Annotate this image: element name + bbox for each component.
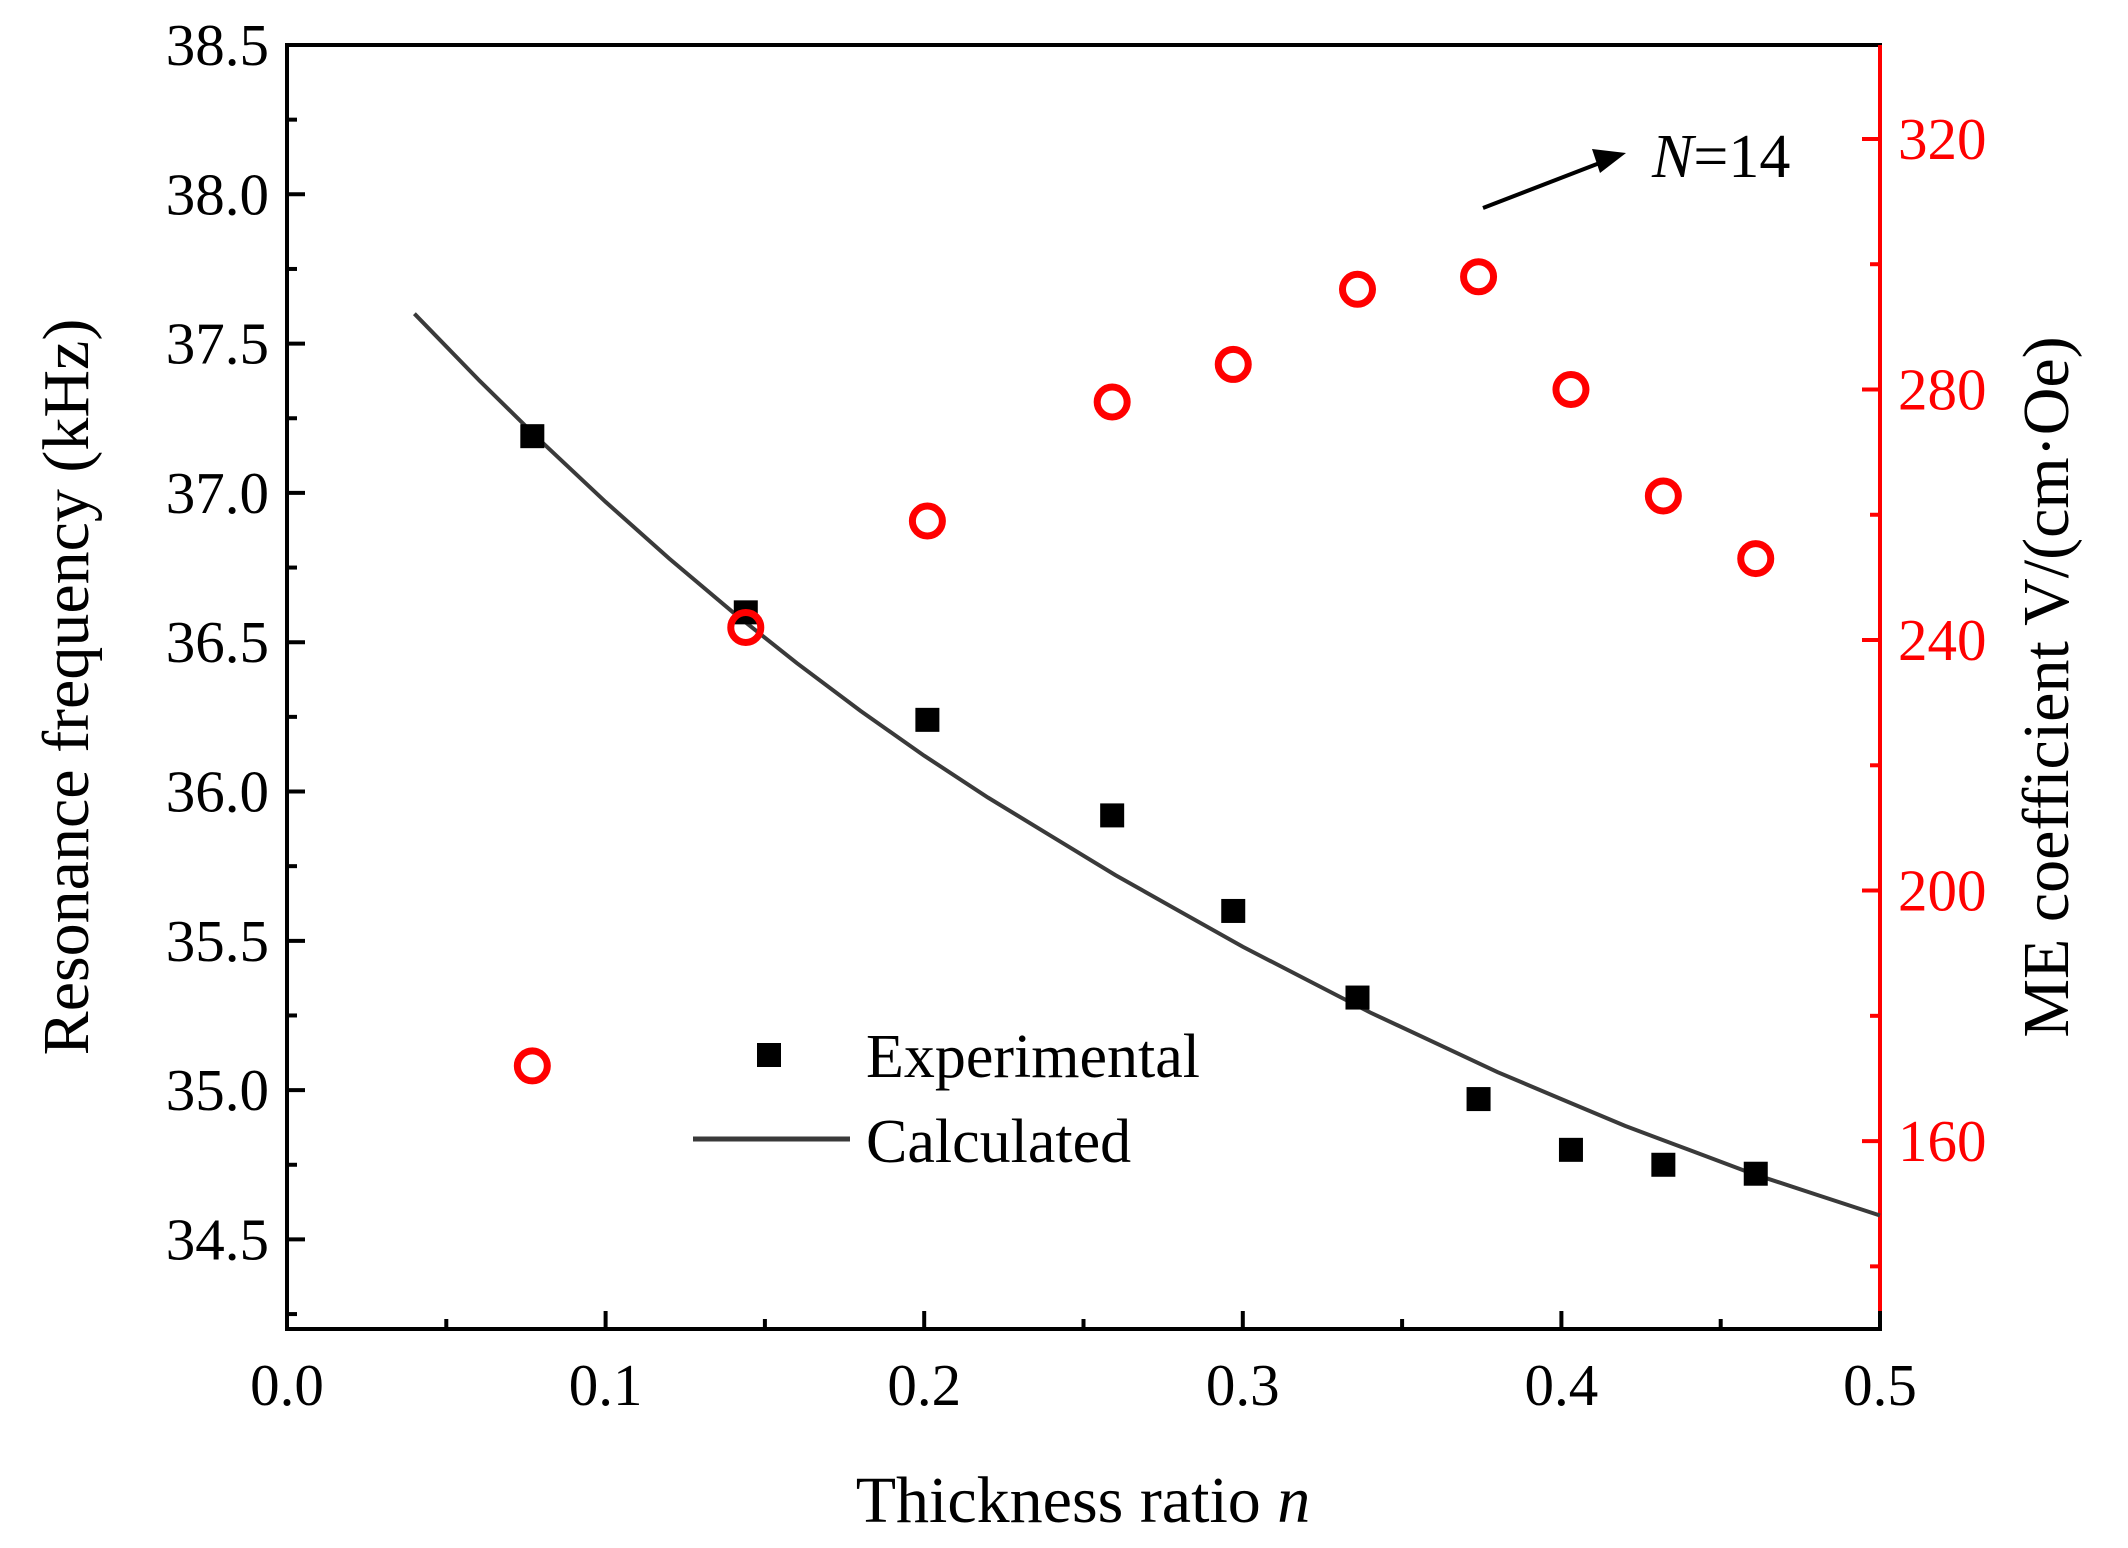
experimental-point — [1221, 898, 1246, 923]
y-left-tick-label: 38.0 — [166, 161, 269, 227]
y-right-tick-label: 240 — [1898, 607, 1987, 673]
legend-calculated-label: Calculated — [866, 1108, 1131, 1176]
y-right-tick-label: 160 — [1898, 1108, 1987, 1174]
y-left-tick-label: 34.5 — [166, 1206, 269, 1272]
experimental-point — [1100, 803, 1125, 828]
experimental-point — [520, 424, 545, 449]
experimental-point — [1466, 1087, 1491, 1112]
me-coefficient-point — [1644, 477, 1682, 515]
experimental-point — [1345, 985, 1370, 1010]
me-coefficient-point — [513, 1047, 551, 1085]
x-axis-ticks: 0.0 0.1 0.2 0.3 0.4 0.5 — [250, 1311, 1917, 1418]
y-left-tick-label: 37.0 — [166, 460, 269, 526]
calculated-series — [412, 312, 1881, 1218]
me-coefficient-point — [1338, 270, 1376, 308]
legend: Experimental Calculated — [693, 1023, 1200, 1176]
x-tick-label: 0.0 — [250, 1352, 324, 1418]
y-left-axis-label: Resonance frequency (kHz) — [30, 319, 103, 1056]
x-tick-label: 0.4 — [1525, 1352, 1599, 1418]
x-axis-label: Thickness ratio n — [856, 1464, 1311, 1537]
annotation-label-variable: N — [1651, 123, 1697, 191]
me-coefficient-point — [1460, 258, 1498, 296]
y-left-axis-title: Resonance frequency (kHz) — [30, 319, 103, 1056]
me-coefficient-point — [1737, 540, 1775, 578]
me-coefficient-point — [1093, 383, 1131, 421]
y-left-tick-label: 36.5 — [166, 609, 269, 675]
legend-experimental-marker — [757, 1043, 781, 1067]
me-coefficient-point — [1552, 370, 1590, 408]
y-left-axis-ticks: 34.5 35.0 35.5 36.0 36.5 37.0 37.5 38.0 38.5 — [166, 12, 305, 1317]
experimental-point — [1743, 1161, 1768, 1186]
y-right-axis-title: ME coefficient V/(cm·Oe) — [2010, 336, 2083, 1037]
me-coefficient-point — [727, 608, 765, 646]
y-right-axis-ticks: 160 200 240 280 320 — [1862, 106, 1987, 1269]
me-coefficient-series — [513, 258, 1775, 1085]
annotation-label-value: =14 — [1693, 123, 1790, 191]
experimental-point — [1651, 1152, 1676, 1177]
y-left-tick-label: 38.5 — [166, 12, 269, 78]
y-left-tick-label: 35.0 — [166, 1057, 269, 1123]
experimental-point — [915, 707, 940, 732]
y-right-tick-label: 280 — [1898, 356, 1987, 422]
annotation-arrow-head — [1592, 149, 1626, 173]
y-left-tick-label: 35.5 — [166, 908, 269, 974]
y-right-tick-label: 320 — [1898, 106, 1987, 172]
me-coefficient-point — [908, 502, 946, 540]
x-tick-label: 0.3 — [1206, 1352, 1280, 1418]
y-right-axis-label: ME coefficient V/(cm·Oe) — [2010, 336, 2083, 1037]
experimental-series — [520, 424, 1768, 1186]
legend-experimental-label: Experimental — [866, 1023, 1200, 1091]
x-tick-label: 0.1 — [569, 1352, 643, 1418]
x-tick-label: 0.2 — [887, 1352, 961, 1418]
annotation: N=14 — [1482, 123, 1790, 210]
x-axis-title: Thickness ratio n — [856, 1464, 1311, 1537]
experimental-point — [1558, 1137, 1583, 1162]
annotation-arrow-shaft — [1482, 157, 1611, 210]
y-right-tick-label: 200 — [1898, 858, 1987, 924]
x-axis-label-variable: n — [1277, 1464, 1310, 1537]
x-tick-label: 0.5 — [1843, 1352, 1917, 1418]
y-left-tick-label: 37.5 — [166, 311, 269, 377]
annotation-label: N=14 — [1651, 123, 1790, 191]
me-coefficient-point — [1214, 345, 1252, 383]
calculated-line — [412, 312, 1881, 1218]
x-axis-label-text: Thickness ratio — [856, 1464, 1278, 1537]
y-left-tick-label: 36.0 — [166, 759, 269, 825]
